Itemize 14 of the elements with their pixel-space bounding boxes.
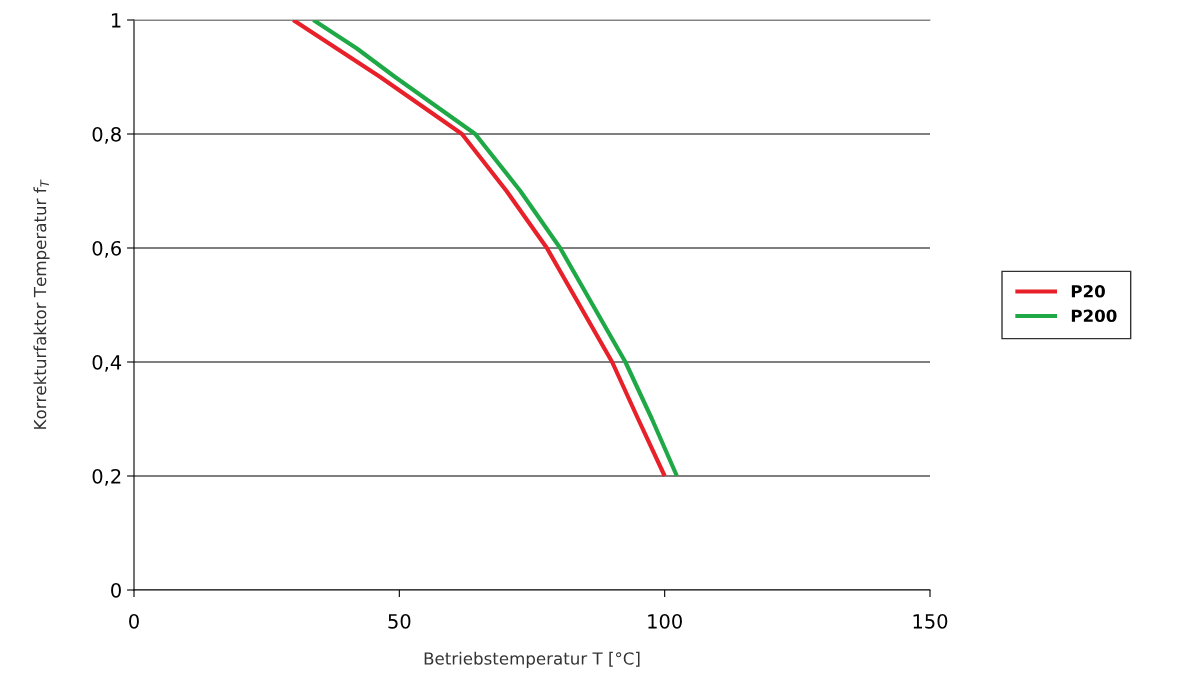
y-tick-label: 0,4 <box>92 354 122 372</box>
y-tick-label: 0,2 <box>92 468 121 486</box>
legend-label: P20 <box>1071 285 1105 298</box>
x-tick-label: 150 <box>913 613 948 629</box>
y-tick-label: 1 <box>111 13 121 28</box>
x-tick-label: 50 <box>388 613 411 629</box>
legend-label: P200 <box>1071 309 1117 323</box>
y-axis-title: Korrekturfaktor Temperatur f$_{T}$ <box>33 179 50 429</box>
x-axis-title: Betriebstemperatur T [°C] <box>424 651 640 668</box>
y-tick-label: 0 <box>111 582 121 598</box>
x-tick-label: 0 <box>129 613 139 629</box>
x-tick-label: 100 <box>648 613 682 629</box>
y-tick-label: 0,8 <box>92 126 121 144</box>
y-tick-label: 0,6 <box>92 240 121 258</box>
